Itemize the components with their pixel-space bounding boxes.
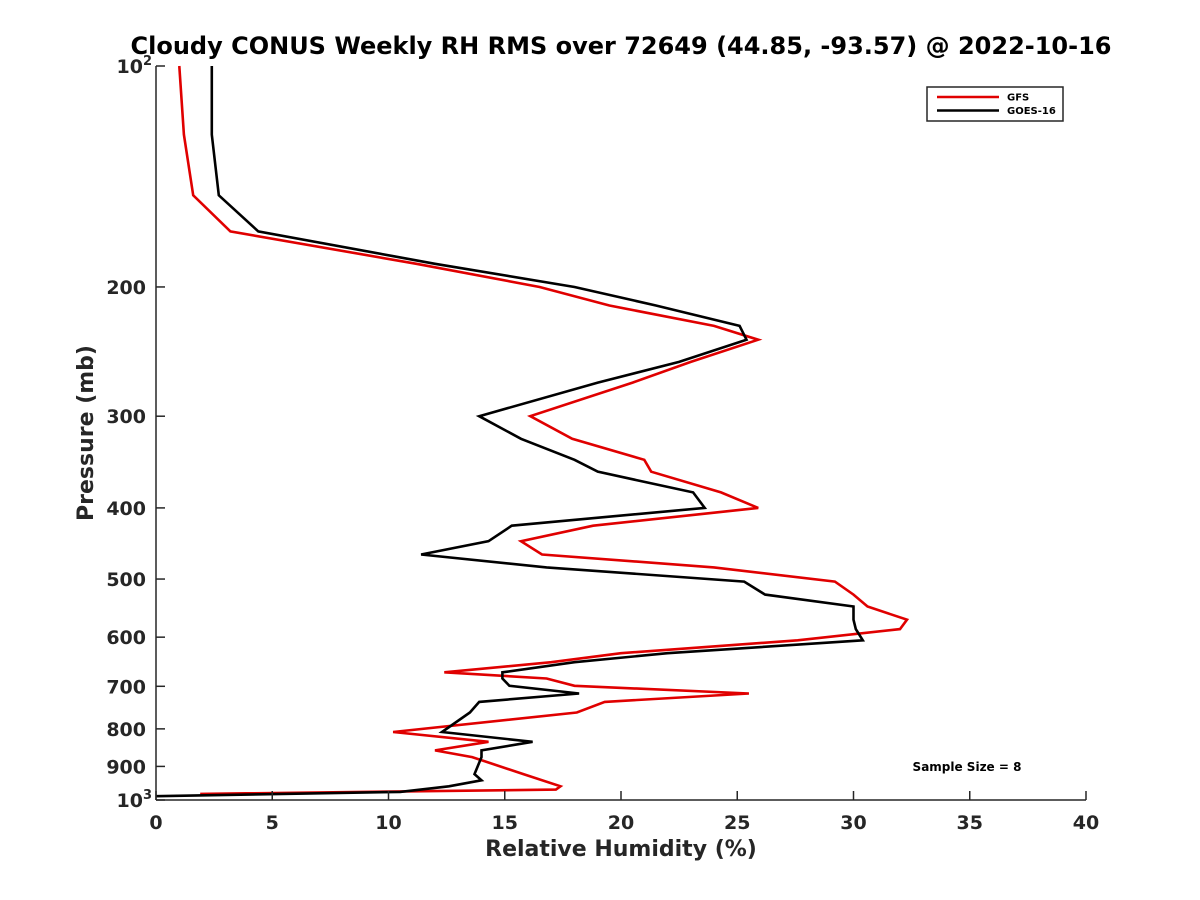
legend: GFS GOES-16	[926, 86, 1064, 122]
legend-label: GOES-16	[1007, 106, 1056, 117]
chart-title: Cloudy CONUS Weekly RH RMS over 72649 (4…	[131, 32, 1112, 60]
y-tick-label: 400	[106, 498, 146, 520]
y-tick-label: 700	[106, 676, 146, 698]
series-line-goes-16	[155, 66, 866, 798]
y-tick-label: 500	[106, 569, 146, 591]
axes-layer: 0 5 10 15 20 25 30 35 40 102 200 300 400 500 600 700 800…	[106, 54, 1099, 834]
y-tick-label: 900	[106, 756, 146, 778]
x-tick-label: 20	[608, 812, 634, 834]
y-tick-label: 200	[106, 277, 146, 299]
legend-box	[926, 86, 1064, 122]
x-axis-label: Relative Humidity (%)	[485, 837, 757, 862]
x-tick-label: 25	[724, 812, 750, 834]
y-tick-label: 800	[106, 719, 146, 741]
x-tick-label: 40	[1073, 812, 1099, 834]
x-tick-label: 15	[492, 812, 518, 834]
legend-label: GFS	[1007, 93, 1029, 104]
x-tick-label: 30	[840, 812, 866, 834]
x-tick-label: 0	[149, 812, 162, 834]
x-tick-label: 35	[957, 812, 983, 834]
x-tick-label: 10	[375, 812, 401, 834]
sample-size-annotation: Sample Size = 8	[913, 760, 1022, 774]
y-tick-label: 600	[106, 627, 146, 649]
x-tick-label: 5	[266, 812, 279, 834]
y-tick-label: 300	[106, 406, 146, 428]
y-tick-label: 103	[117, 788, 153, 812]
y-tick-label: 102	[117, 54, 153, 78]
series-layer	[155, 65, 910, 798]
series-line-gfs	[178, 65, 910, 796]
y-axis-label: Pressure (mb)	[74, 345, 99, 521]
